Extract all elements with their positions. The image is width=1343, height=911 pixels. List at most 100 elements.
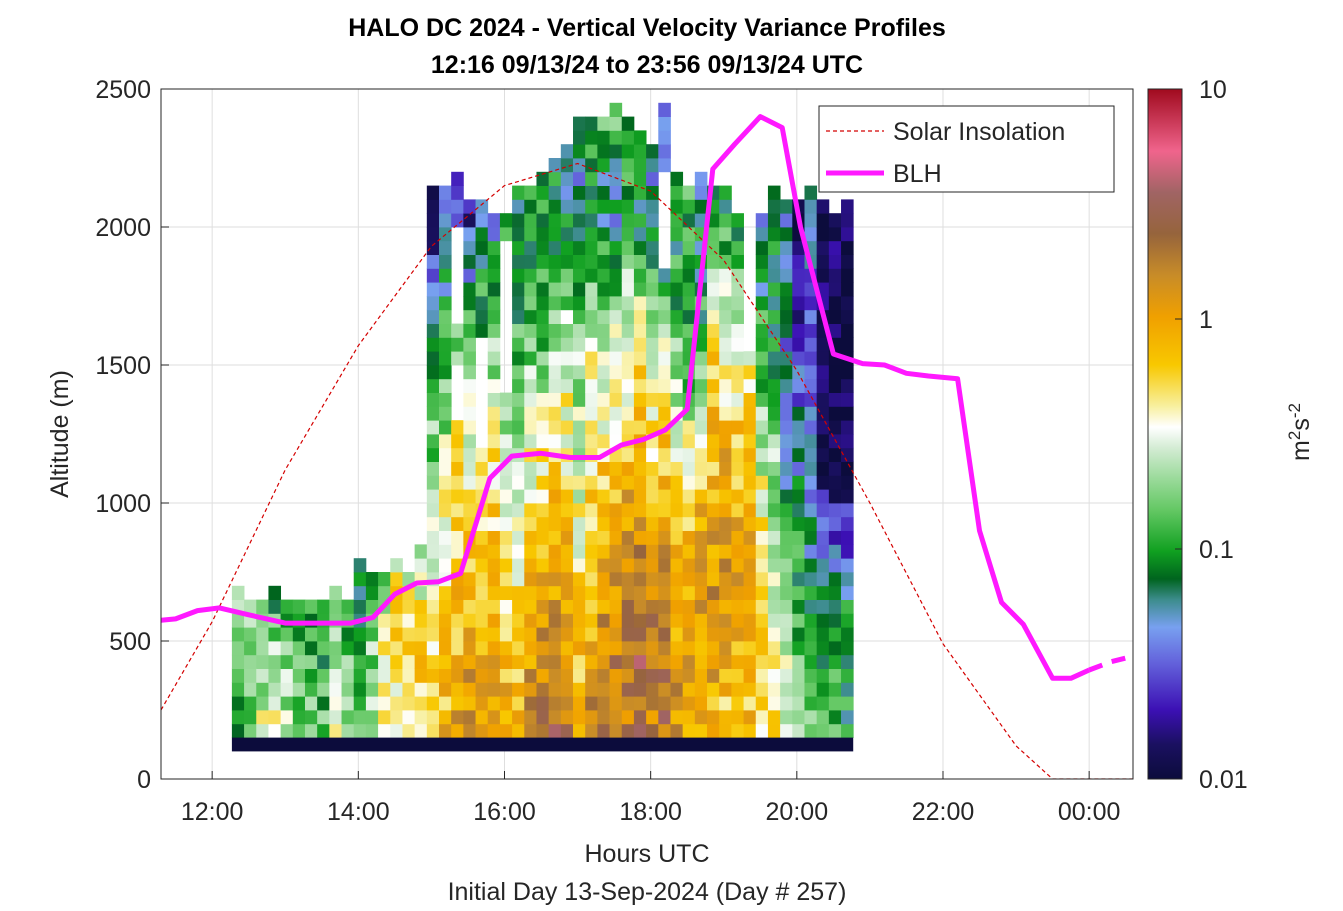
heatmap-cell xyxy=(633,544,647,559)
heatmap-cell xyxy=(536,710,550,725)
heatmap-cell xyxy=(646,516,659,531)
y-tick-label: 1500 xyxy=(95,352,151,380)
heatmap-cell xyxy=(707,420,720,435)
colorbar-tick-label: 1 xyxy=(1199,306,1213,334)
heatmap-cell xyxy=(816,268,830,283)
heatmap-cell xyxy=(828,572,842,587)
heatmap-cell xyxy=(317,696,330,711)
heatmap-cell xyxy=(414,710,428,725)
heatmap-cell xyxy=(585,696,598,711)
heatmap-cell xyxy=(378,696,391,711)
heatmap-cell xyxy=(499,558,513,573)
heatmap-cell xyxy=(244,696,257,711)
heatmap-cell xyxy=(719,710,732,725)
heatmap-cell xyxy=(585,558,598,573)
heatmap-cell xyxy=(524,240,537,255)
heatmap-cell xyxy=(426,613,440,628)
heatmap-cell xyxy=(646,723,659,738)
heatmap-cell xyxy=(792,723,805,738)
heatmap-cell xyxy=(633,365,647,380)
heatmap-cell xyxy=(499,213,513,228)
heatmap-cell xyxy=(670,544,684,559)
heatmap-cell xyxy=(536,696,550,711)
heatmap-cell xyxy=(499,668,513,683)
heatmap-cell xyxy=(658,503,671,518)
overlay-lines xyxy=(161,114,1133,779)
heatmap-cell xyxy=(402,613,416,628)
heatmap-cell xyxy=(646,489,659,504)
heatmap-cell xyxy=(609,254,623,269)
heatmap-cell xyxy=(621,254,635,269)
heatmap-cell xyxy=(719,696,732,711)
heatmap-cell xyxy=(560,254,574,269)
heatmap-cell xyxy=(536,627,550,642)
heatmap-cell xyxy=(451,723,464,738)
heatmap-cell xyxy=(682,475,696,490)
blh-line-extrapolated xyxy=(1088,653,1133,673)
heatmap-cell xyxy=(792,406,805,421)
heatmap-cell xyxy=(767,627,781,642)
heatmap-cell xyxy=(304,668,318,683)
heatmap-cell xyxy=(767,461,781,476)
heatmap-cell xyxy=(536,572,550,587)
heatmap-cell xyxy=(719,351,732,366)
heatmap-cell xyxy=(707,268,720,283)
heatmap-cell xyxy=(755,475,769,490)
heatmap-cell xyxy=(816,199,830,214)
heatmap-cell xyxy=(353,654,367,669)
heatmap-cell xyxy=(707,544,720,559)
heatmap-cell xyxy=(792,489,805,504)
heatmap-cell xyxy=(731,613,744,628)
heatmap-cell xyxy=(597,572,610,587)
heatmap-cell xyxy=(560,323,574,338)
heatmap-cell xyxy=(256,668,269,683)
heatmap-cell xyxy=(548,475,562,490)
heatmap-cell xyxy=(755,544,769,559)
heatmap-cell xyxy=(670,710,684,725)
heatmap-cell xyxy=(512,378,525,393)
heatmap-cell xyxy=(292,654,306,669)
heatmap-cell xyxy=(256,696,269,711)
heatmap-cell xyxy=(755,710,769,725)
heatmap-cell xyxy=(499,516,513,531)
heatmap-cell xyxy=(731,599,744,614)
heatmap-cell xyxy=(694,171,708,186)
heatmap-cell xyxy=(755,296,769,311)
heatmap-cell xyxy=(767,475,781,490)
heatmap-cell xyxy=(731,254,744,269)
heatmap-cell xyxy=(707,654,720,669)
heatmap-cell xyxy=(658,585,671,600)
heatmap-cell xyxy=(633,323,647,338)
heatmap-cell xyxy=(707,682,720,697)
heatmap-cell xyxy=(731,516,744,531)
heatmap-cell xyxy=(536,406,550,421)
heatmap-cell xyxy=(804,185,818,200)
heatmap-cell xyxy=(609,296,623,311)
heatmap-cell xyxy=(560,475,574,490)
heatmap-cell xyxy=(670,723,684,738)
heatmap-cell xyxy=(512,558,525,573)
heatmap-cell xyxy=(244,668,257,683)
heatmap-cell xyxy=(256,654,269,669)
heatmap-cell xyxy=(475,530,489,545)
heatmap-cell xyxy=(438,710,452,725)
heatmap-cell xyxy=(670,434,684,449)
heatmap-cell xyxy=(438,282,452,297)
heatmap-cell xyxy=(292,641,306,656)
heatmap-cell xyxy=(451,654,464,669)
heatmap-cell xyxy=(426,282,440,297)
heatmap-cell xyxy=(792,420,805,435)
heatmap-cell xyxy=(536,185,550,200)
heatmap-cell xyxy=(646,240,659,255)
heatmap-cell xyxy=(804,461,818,476)
heatmap-cell xyxy=(426,447,440,462)
heatmap-cell xyxy=(682,558,696,573)
heatmap-cell xyxy=(804,406,818,421)
heatmap-cell xyxy=(548,365,562,380)
heatmap-cell xyxy=(621,627,635,642)
heatmap-cell xyxy=(548,392,562,407)
heatmap-cell xyxy=(694,668,708,683)
heatmap-cell xyxy=(780,434,793,449)
solar-insolation-line xyxy=(161,162,1133,779)
surface-band xyxy=(231,737,854,752)
